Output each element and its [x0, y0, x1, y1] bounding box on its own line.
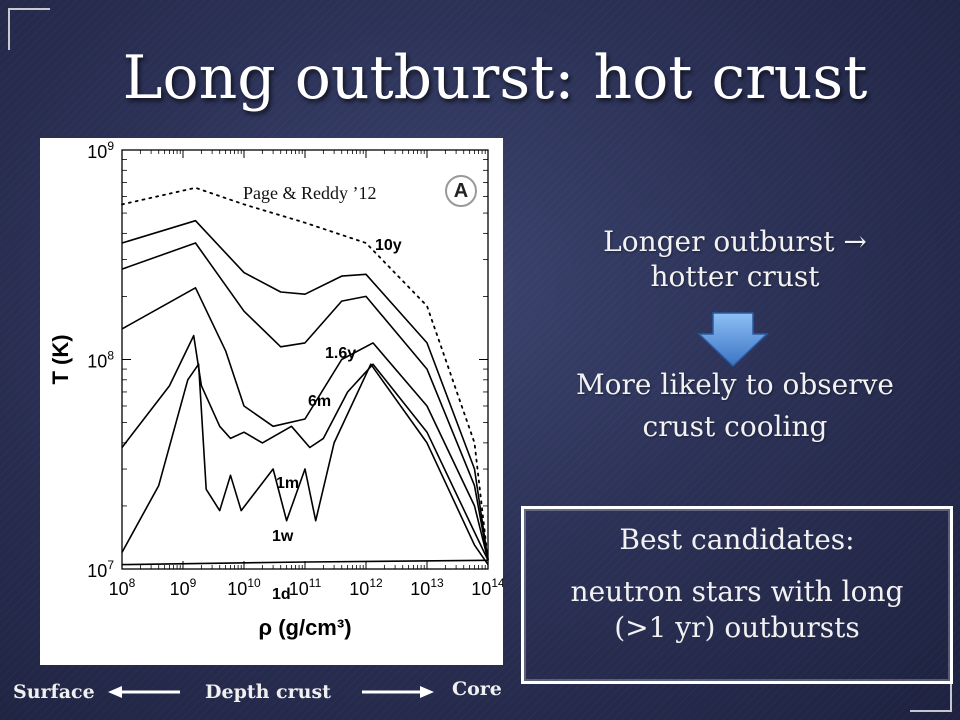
- right-arrow-icon: [362, 686, 434, 698]
- series-label-1w: 1w: [272, 528, 294, 545]
- x-tick-label: 1012: [349, 576, 383, 599]
- y-tick-label: 108: [87, 349, 114, 372]
- x-tick-label: 1013: [410, 576, 444, 599]
- x-axis-label: ρ (g/cm³): [258, 615, 351, 640]
- text-line-1: Longer outburst →: [603, 225, 867, 258]
- left-arrow-icon: [108, 686, 180, 698]
- x-tick-label: 109: [170, 576, 197, 599]
- slide-title: Long outburst: hot crust: [122, 43, 868, 113]
- series-line-10y: [121, 186, 489, 562]
- series-label-1.6y: 1.6y: [325, 345, 356, 362]
- x-tick-label: 108: [109, 576, 136, 599]
- series-line-1.6y: [121, 219, 489, 561]
- series-line-baseline: [121, 559, 489, 566]
- candidates-line-2: (>1 yr) outbursts: [614, 611, 860, 644]
- series-label-1d: 1d: [272, 586, 291, 603]
- surface-label: Surface: [13, 681, 95, 703]
- series-line-1m: [121, 287, 489, 561]
- candidates-box: Best candidates: neutron stars with long…: [521, 506, 953, 684]
- series-line-6m: [121, 242, 489, 561]
- series-label-6m: 6m: [308, 393, 331, 410]
- down-arrow-icon: [697, 312, 769, 368]
- core-label: Core: [452, 678, 502, 700]
- text-line-3: More likely to observe: [575, 368, 894, 401]
- text-line-2: hotter crust: [650, 260, 820, 293]
- y-tick-label: 109: [87, 139, 114, 162]
- panel-badge: A: [445, 175, 477, 207]
- x-tick-label: 1014: [471, 576, 503, 599]
- series-line-1d: [121, 363, 489, 566]
- text-line-4: crust cooling: [642, 410, 828, 443]
- candidates-title: Best candidates:: [619, 523, 855, 556]
- chart-panel: 108 109 1010 1011 1012 1013 1014 107 108 109 ρ (g/…: [40, 138, 503, 665]
- series-line-1w: [121, 334, 489, 561]
- candidates-line-1: neutron stars with long: [570, 575, 904, 608]
- y-axis-label: T (K): [48, 334, 73, 384]
- y-tick-label: 107: [87, 558, 114, 581]
- corner-bracket-bottom-right: [910, 670, 952, 712]
- x-tick-label: 1010: [227, 576, 261, 599]
- x-tick-label: 1011: [289, 576, 322, 599]
- series-label-10y: 10y: [375, 237, 402, 254]
- chart-citation: Page & Reddy ’12: [243, 183, 377, 203]
- series-label-1m: 1m: [276, 475, 299, 492]
- depth-crust-label: Depth crust: [205, 681, 331, 703]
- corner-bracket-top-left: [8, 8, 50, 50]
